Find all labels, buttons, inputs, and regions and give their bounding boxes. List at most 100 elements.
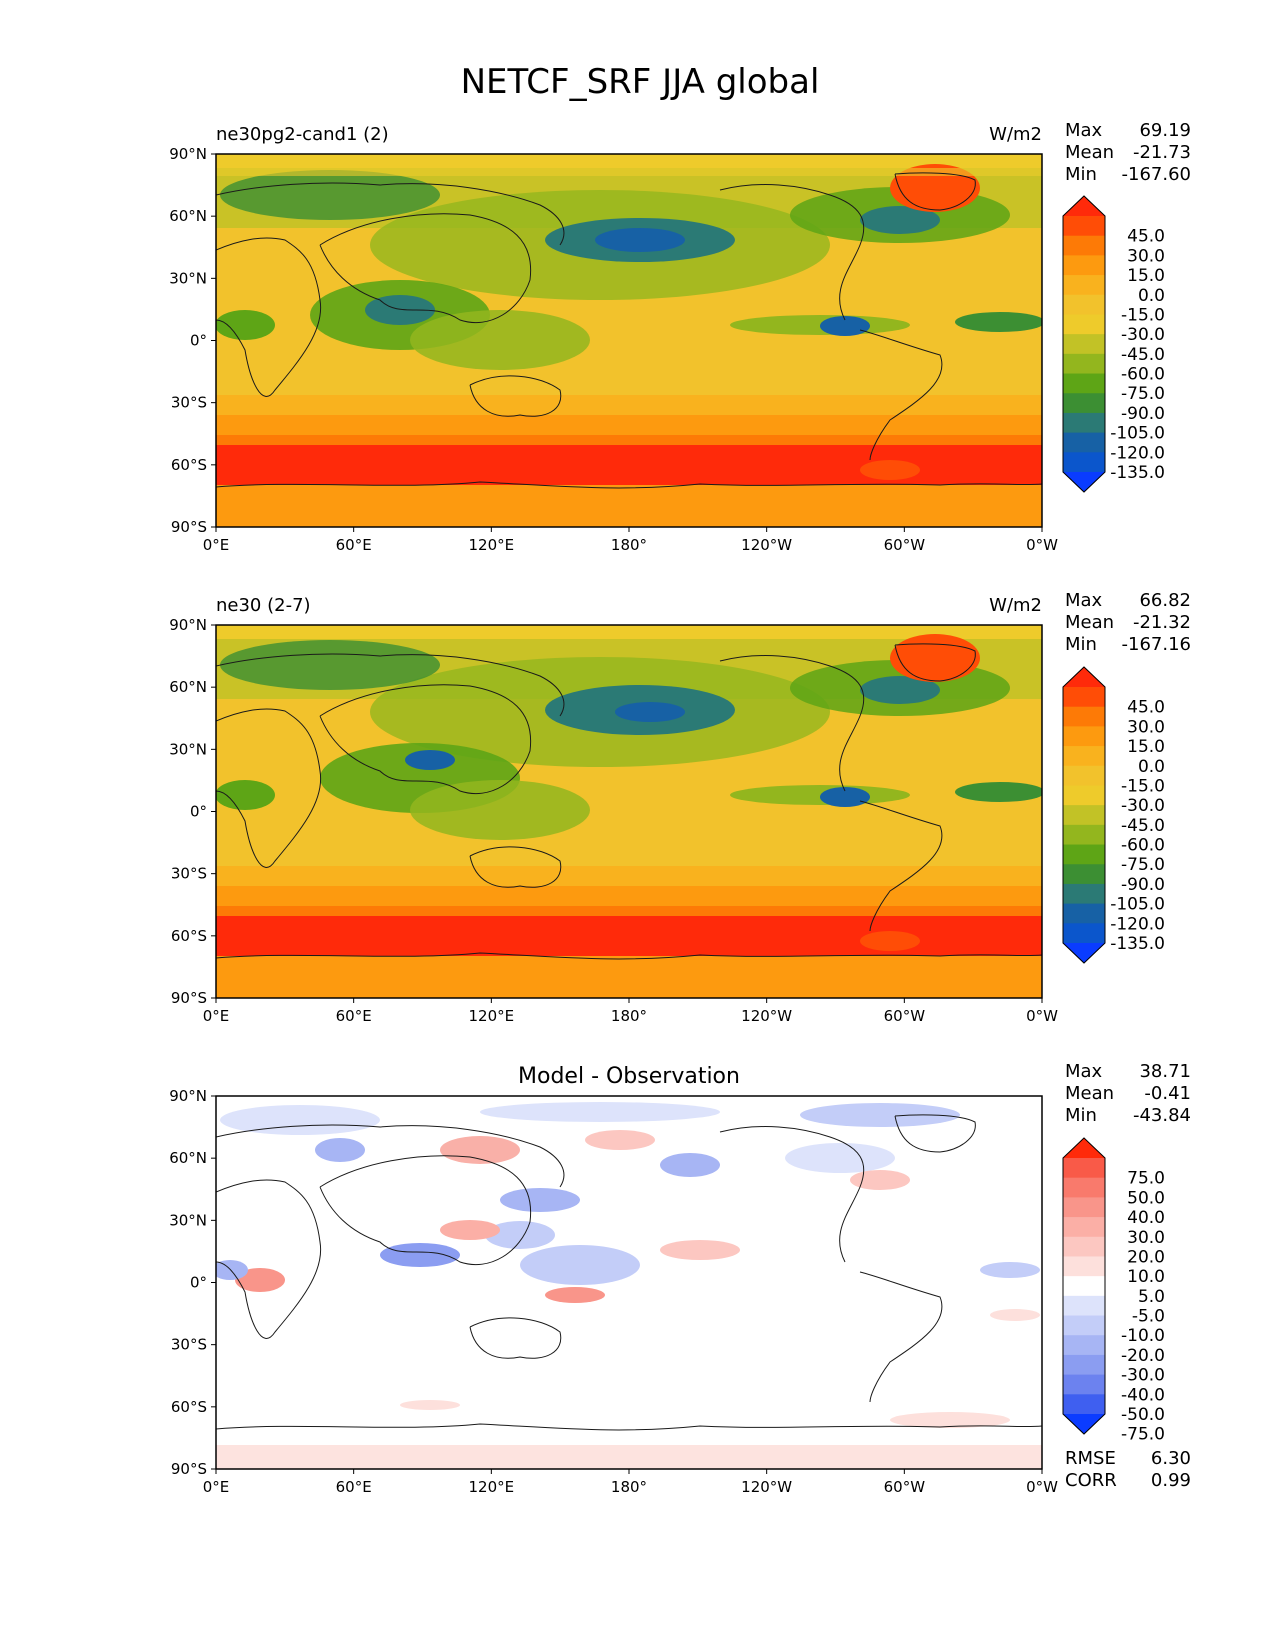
antarctic-ocean-band <box>216 445 1042 485</box>
map-fill-test <box>216 154 1042 527</box>
panel-diff: Model - Observation Max 38.71 Mean -0.41… <box>215 1061 1191 1491</box>
stats-block: Max 69.19 Mean -21.73 Min -167.60 <box>1065 120 1191 185</box>
colorbar-segment <box>1063 844 1105 865</box>
coastlines-ref <box>216 643 1042 960</box>
stat-label: Mean <box>1065 1083 1114 1104</box>
x-tick-label: 120°E <box>469 1478 515 1496</box>
colorbar-segment <box>1063 1256 1105 1277</box>
stat-label: Max <box>1065 590 1103 611</box>
colorbar-tick-label: 5.0 <box>1138 1287 1165 1307</box>
stat-value: 0.99 <box>1151 1470 1191 1491</box>
colorbar-tick-label: 30.0 <box>1127 717 1165 737</box>
y-tick-label: 30°N <box>169 1211 207 1229</box>
coastlines-test <box>216 172 1042 489</box>
colorbar-segment <box>1063 216 1105 237</box>
colorbar-segment <box>1063 235 1105 256</box>
colorbar-segment <box>1063 726 1105 747</box>
x-tick-label: 180° <box>611 1478 647 1496</box>
colorbar-segment <box>1063 275 1105 296</box>
y-tick-label: 30°N <box>169 269 207 287</box>
colorbar-segment <box>1063 1276 1105 1297</box>
colorbar-segment <box>1063 432 1105 453</box>
colorbar-segment <box>1063 255 1105 276</box>
panel-units: W/m2 <box>989 124 1042 145</box>
colorbar-diff: 75.050.040.030.020.010.05.0-5.0-10.0-20.… <box>1062 1137 1165 1445</box>
colorbar-segment <box>1063 294 1105 315</box>
colorbar-tick-label: -90.0 <box>1121 404 1165 424</box>
panel-left-title: ne30 (2-7) <box>216 595 311 616</box>
stats-block: Max 38.71 Mean -0.41 Min -43.84 <box>1065 1061 1191 1126</box>
colorbar-extend-max <box>1063 667 1105 687</box>
panel-left-title: ne30pg2-cand1 (2) <box>216 124 389 145</box>
panel-test: ne30pg2-cand1 (2) W/m2 Max 69.19 Mean -2… <box>215 120 1191 528</box>
colorbar-tick-label: -20.0 <box>1121 1346 1165 1366</box>
x-tick-label: 0°E <box>203 1007 230 1025</box>
colorbar-tick-label: -120.0 <box>1110 914 1165 934</box>
colorbar-tick-label: 20.0 <box>1127 1247 1165 1267</box>
x-tick-label: 60°E <box>336 1478 372 1496</box>
y-tick-label: 90°N <box>169 1087 207 1105</box>
colorbar-segment <box>1063 1158 1105 1179</box>
y-tick-label: 90°S <box>171 518 207 536</box>
y-tick-label: 90°N <box>169 616 207 634</box>
colorbar-tick-label: 45.0 <box>1127 698 1165 718</box>
colorbar-tick-label: -5.0 <box>1132 1307 1165 1327</box>
y-tick-label: 30°S <box>171 1336 207 1354</box>
panel-ref: ne30 (2-7) W/m2 Max 66.82 Mean -21.32 Mi… <box>215 590 1191 999</box>
stat-value: 6.30 <box>1151 1448 1191 1469</box>
panama-minimum <box>820 787 870 807</box>
stat-label: Max <box>1065 120 1103 141</box>
y-tick-label: 0° <box>190 1274 207 1292</box>
colorbar-tick-label: 30.0 <box>1127 1228 1165 1248</box>
colorbar-extend-max <box>1063 196 1105 216</box>
x-tick-label: 180° <box>611 536 647 554</box>
colorbar-tick-label: -15.0 <box>1121 776 1165 796</box>
map-fill-diff <box>216 1096 1042 1469</box>
colorbar-tick-label: 75.0 <box>1127 1169 1165 1189</box>
colorbar-segment <box>1063 785 1105 806</box>
colorbar-segment <box>1063 353 1105 375</box>
colorbar-tick-label: 45.0 <box>1127 227 1165 247</box>
y-tick-label: 30°S <box>171 865 207 883</box>
colorbar-segment <box>1063 903 1105 924</box>
map-axes: 90°N 60°N 30°N 0° 30°S 60°S 90°S0°E 60°E 120°E 18… <box>169 616 1058 1025</box>
colorbar-tick-label: -30.0 <box>1121 1366 1165 1386</box>
colorbar-outline <box>1062 1137 1106 1435</box>
map-fill-ref <box>216 625 1042 998</box>
x-tick-label: 180° <box>611 1007 647 1025</box>
y-tick-label: 60°N <box>169 207 207 225</box>
x-tick-label: 120°W <box>741 536 792 554</box>
y-tick-label: 90°S <box>171 1460 207 1478</box>
stat-label: Min <box>1065 634 1097 655</box>
panel-center-title: Model - Observation <box>518 1064 740 1089</box>
stat-value: -167.60 <box>1122 164 1191 185</box>
colorbar-extend-min <box>1063 1414 1105 1434</box>
stat-value: -0.41 <box>1144 1083 1191 1104</box>
colorbar-tick-label: -75.0 <box>1121 384 1165 404</box>
stat-label: Min <box>1065 1105 1097 1126</box>
y-tick-label: 0° <box>190 803 207 821</box>
colorbar-segment <box>1063 1236 1105 1257</box>
stat-value: 66.82 <box>1139 590 1191 611</box>
colorbar-tick-label: -15.0 <box>1121 305 1165 325</box>
colorbar-segment <box>1063 687 1105 708</box>
stat-label: Max <box>1065 1061 1103 1082</box>
stat-value: 69.19 <box>1139 120 1191 141</box>
colorbar-segment <box>1063 373 1105 394</box>
colorbar-tick-label: 15.0 <box>1127 266 1165 286</box>
colorbar-tick-label: -75.0 <box>1121 855 1165 875</box>
colorbar-tick-label: -40.0 <box>1121 1385 1165 1405</box>
stat-label: RMSE <box>1065 1448 1116 1469</box>
colorbar-segment <box>1063 864 1105 885</box>
x-tick-label: 120°E <box>469 536 515 554</box>
colorbar-segment <box>1063 1295 1105 1317</box>
colorbar-segment <box>1063 1374 1105 1395</box>
y-tick-label: 30°S <box>171 394 207 412</box>
colorbar-tick-label: -105.0 <box>1110 895 1165 915</box>
colorbar-segment <box>1063 412 1105 434</box>
colorbar-outline <box>1062 666 1106 964</box>
colorbar-segment <box>1063 314 1105 335</box>
map-axes: 90°N 60°N 30°N 0° 30°S 60°S 90°S0°E 60°E 120°E 18… <box>169 1087 1058 1496</box>
colorbar-tick-label: 40.0 <box>1127 1208 1165 1228</box>
